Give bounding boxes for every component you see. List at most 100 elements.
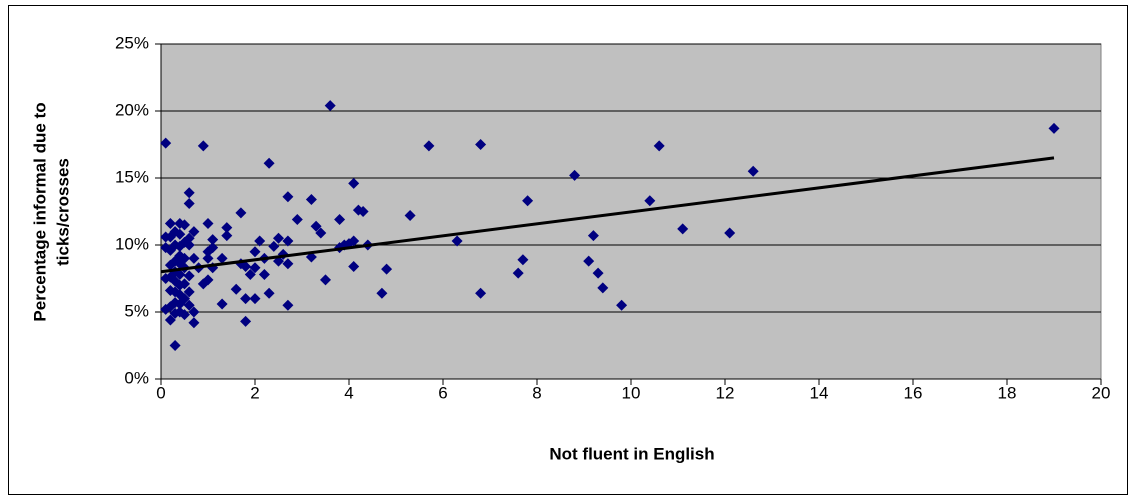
point xyxy=(653,140,665,152)
point xyxy=(263,287,275,299)
point xyxy=(179,236,190,248)
y-tick-label: 5% xyxy=(124,301,149,320)
x-tick-label: 0 xyxy=(156,383,165,402)
point xyxy=(334,214,346,226)
y-axis-title-line: Percentage informal due to xyxy=(30,102,49,321)
point xyxy=(282,235,294,247)
point xyxy=(169,340,181,351)
point xyxy=(747,165,759,177)
y-axis-title: Percentage informal due to ticks/crosses xyxy=(30,102,72,321)
point xyxy=(263,157,275,169)
point xyxy=(183,299,195,311)
point xyxy=(188,306,200,318)
point xyxy=(357,206,369,217)
x-tick-label: 6 xyxy=(438,383,447,402)
x-tick-label: 16 xyxy=(904,383,923,402)
point xyxy=(240,260,252,272)
point xyxy=(202,252,214,264)
y-axis-title-line: ticks/crosses xyxy=(53,158,72,266)
point xyxy=(202,218,214,230)
point xyxy=(221,222,233,234)
point xyxy=(249,262,261,274)
point xyxy=(164,259,176,271)
point xyxy=(254,235,266,247)
point xyxy=(230,283,242,295)
point xyxy=(616,299,628,311)
point xyxy=(517,254,529,266)
point xyxy=(282,258,294,270)
x-tick-label: 14 xyxy=(810,383,829,402)
point xyxy=(249,293,261,305)
point xyxy=(644,195,656,207)
point xyxy=(587,230,599,242)
point xyxy=(310,220,322,232)
point xyxy=(423,140,435,152)
point xyxy=(249,246,261,258)
point xyxy=(597,282,609,294)
x-tick-label: 18 xyxy=(998,383,1017,402)
point xyxy=(188,226,200,238)
point xyxy=(315,227,327,239)
x-tick-label: 10 xyxy=(622,383,641,402)
point xyxy=(160,273,172,284)
point xyxy=(1048,122,1060,134)
x-tick-label: 4 xyxy=(344,383,353,402)
point xyxy=(160,231,172,243)
point xyxy=(216,298,228,310)
point xyxy=(164,285,176,297)
point xyxy=(258,268,270,280)
x-axis-title: Not fluent in English xyxy=(549,444,714,463)
x-tick-label: 12 xyxy=(716,383,735,402)
point xyxy=(202,246,214,258)
point xyxy=(244,268,256,280)
point xyxy=(291,214,303,226)
point xyxy=(268,240,280,252)
point xyxy=(207,234,219,246)
point xyxy=(160,242,172,254)
x-tick-label: 2 xyxy=(250,383,259,402)
point xyxy=(475,287,487,299)
x-tick-label: 20 xyxy=(1092,383,1111,402)
point xyxy=(348,177,360,189)
y-tick-label: 25% xyxy=(115,33,149,52)
point xyxy=(183,270,195,282)
point xyxy=(282,191,294,203)
point xyxy=(724,227,736,239)
point xyxy=(183,187,195,199)
point xyxy=(197,278,209,290)
point xyxy=(160,303,172,315)
x-tick-label: 8 xyxy=(532,383,541,402)
point xyxy=(183,197,195,209)
point xyxy=(240,293,252,305)
point xyxy=(583,255,595,267)
point xyxy=(475,139,487,150)
point xyxy=(677,223,689,235)
point xyxy=(569,169,581,181)
point xyxy=(305,193,317,205)
point xyxy=(164,314,176,326)
point xyxy=(160,137,172,149)
point xyxy=(592,267,604,279)
point xyxy=(282,299,294,311)
point xyxy=(381,263,393,275)
trend-line xyxy=(160,156,1055,274)
y-tick-label: 15% xyxy=(115,167,149,186)
point xyxy=(324,100,336,112)
point xyxy=(216,252,228,264)
point xyxy=(376,287,388,299)
point xyxy=(404,210,416,222)
point xyxy=(522,195,534,207)
point xyxy=(188,252,200,264)
point xyxy=(273,255,284,267)
point xyxy=(164,218,176,230)
point xyxy=(221,230,233,242)
point xyxy=(169,307,181,319)
point xyxy=(179,219,190,231)
point xyxy=(235,207,247,219)
y-tick-label: 0% xyxy=(124,368,149,387)
point xyxy=(240,315,252,327)
point xyxy=(451,235,463,247)
y-tick-label: 20% xyxy=(115,100,149,119)
point xyxy=(197,140,209,152)
